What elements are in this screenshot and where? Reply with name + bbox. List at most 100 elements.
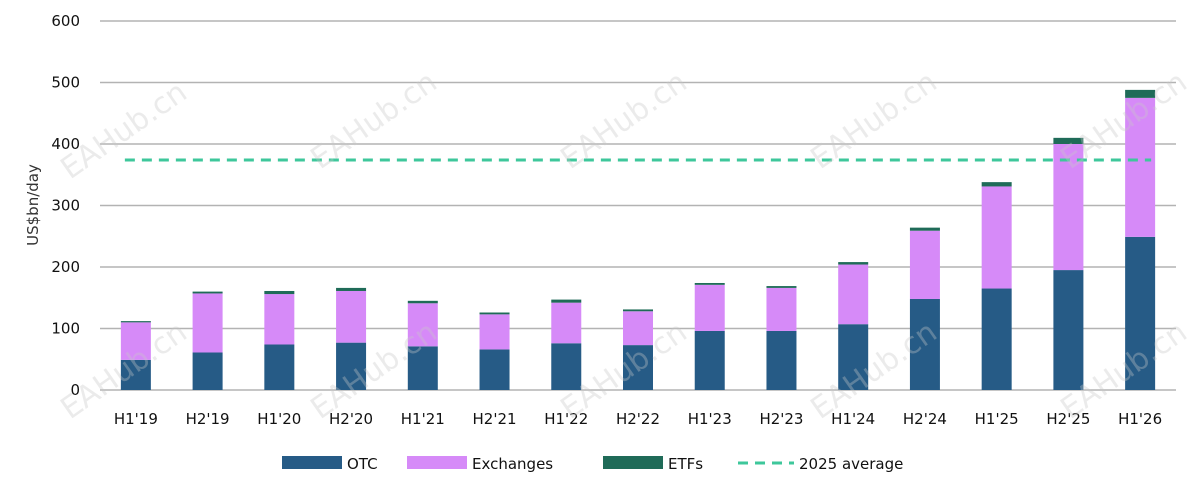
bar-exchanges: [1053, 144, 1084, 271]
watermark-text: EAHub.cn: [1055, 65, 1194, 177]
bar-etfs: [407, 300, 438, 304]
x-axis-tick-labels: H1'19 H2'19 H1'20 H2'20 H1'21 H2'21 H1'22 H2'22…: [114, 410, 1162, 428]
bar-etfs: [1125, 89, 1156, 98]
y-tick-label: 200: [51, 258, 80, 276]
bar-stack: [407, 300, 438, 390]
bar-stack: [838, 262, 869, 390]
bar-otc: [909, 298, 940, 390]
bar-exchanges: [120, 322, 151, 360]
x-tick-label: H2'25: [1046, 410, 1090, 428]
legend-label: OTC: [347, 455, 378, 473]
legend-label: ETFs: [668, 455, 703, 473]
y-tick-label: 0: [70, 381, 80, 399]
bar-etfs: [551, 299, 582, 303]
x-tick-label: H1'19: [114, 410, 158, 428]
legend-item: Exchanges: [407, 455, 553, 473]
x-tick-label: H1'25: [975, 410, 1019, 428]
bar-otc: [981, 288, 1012, 390]
legend-swatch: [603, 456, 663, 469]
y-tick-label: 500: [51, 74, 80, 92]
x-tick-label: H2'19: [186, 410, 230, 428]
y-tick-label: 400: [51, 135, 80, 153]
bar-stack: [694, 282, 725, 390]
bar-exchanges: [766, 287, 797, 331]
bar-etfs: [479, 312, 510, 315]
y-tick-label: 600: [51, 12, 80, 30]
legend-item: 2025 average: [738, 455, 903, 473]
bar-otc: [192, 352, 223, 390]
legend-swatch: [282, 456, 342, 469]
bar-stack: [479, 312, 510, 390]
bar-stack: [120, 321, 151, 390]
bar-stack: [981, 182, 1012, 390]
bar-exchanges: [838, 264, 869, 325]
bar-stack: [909, 227, 940, 390]
bar-otc: [1125, 236, 1156, 390]
bar-exchanges: [551, 302, 582, 344]
legend-swatch: [407, 456, 467, 469]
bar-exchanges: [479, 314, 510, 350]
y-tick-label: 300: [51, 197, 80, 215]
legend-label: 2025 average: [799, 455, 903, 473]
y-axis-tick-labels: 0 100 200 300 400 500 600: [51, 12, 80, 399]
x-tick-label: H1'26: [1118, 410, 1162, 428]
x-tick-label: H1'23: [688, 410, 732, 428]
bar-otc: [120, 359, 151, 390]
bar-exchanges: [336, 290, 367, 343]
bar-exchanges: [694, 284, 725, 331]
x-tick-label: H2'21: [473, 410, 517, 428]
x-tick-label: H2'20: [329, 410, 373, 428]
x-tick-label: H1'22: [544, 410, 588, 428]
bar-otc: [336, 342, 367, 390]
legend-item: ETFs: [603, 455, 703, 473]
bar-etfs: [694, 282, 725, 285]
bar-etfs: [336, 287, 367, 291]
bar-stack: [1053, 137, 1084, 390]
legend-item: OTC: [282, 455, 378, 473]
x-tick-label: H2'24: [903, 410, 947, 428]
bar-stack: [551, 299, 582, 390]
bar-etfs: [838, 262, 869, 265]
bar-otc: [766, 330, 797, 390]
legend-label: Exchanges: [472, 455, 553, 473]
bar-exchanges: [909, 230, 940, 299]
x-tick-label: H2'22: [616, 410, 660, 428]
y-tick-label: 100: [51, 320, 80, 338]
bar-otc: [407, 346, 438, 390]
bar-exchanges: [264, 294, 295, 345]
bar-stack: [264, 290, 295, 390]
bar-stack: [336, 287, 367, 390]
bar-otc: [264, 344, 295, 390]
x-tick-label: H1'20: [257, 410, 301, 428]
bar-etfs: [1053, 137, 1084, 144]
x-tick-label: H2'23: [759, 410, 803, 428]
bar-stack: [766, 286, 797, 390]
bar-stack: [623, 309, 653, 390]
bar-otc: [551, 343, 582, 390]
bar-etfs: [120, 321, 151, 323]
bar-etfs: [766, 286, 797, 288]
bar-etfs: [264, 290, 295, 295]
bar-stack: [1125, 89, 1156, 390]
legend: OTC Exchanges ETFs 2025 average: [282, 455, 903, 473]
bar-etfs: [981, 182, 1012, 187]
bar-exchanges: [1125, 97, 1156, 237]
bar-etfs: [623, 309, 653, 312]
bar-otc: [623, 345, 653, 390]
bar-stack: [192, 291, 223, 390]
bar-exchanges: [981, 186, 1012, 289]
y-axis-label: US$bn/day: [24, 164, 42, 246]
watermark-layer: EAHub.cn EAHub.cn EAHub.cn EAHub.cn EAHub.cn…: [55, 65, 1194, 427]
bar-otc: [479, 349, 510, 390]
bar-otc: [838, 324, 869, 390]
bar-exchanges: [407, 303, 438, 347]
bar-etfs: [909, 227, 940, 231]
bar-etfs: [192, 291, 223, 294]
bar-stacks: [120, 89, 1156, 390]
x-tick-label: H1'21: [401, 410, 445, 428]
bar-otc: [694, 330, 725, 390]
bar-exchanges: [192, 293, 223, 353]
bar-exchanges: [623, 311, 653, 346]
x-tick-label: H1'24: [831, 410, 875, 428]
